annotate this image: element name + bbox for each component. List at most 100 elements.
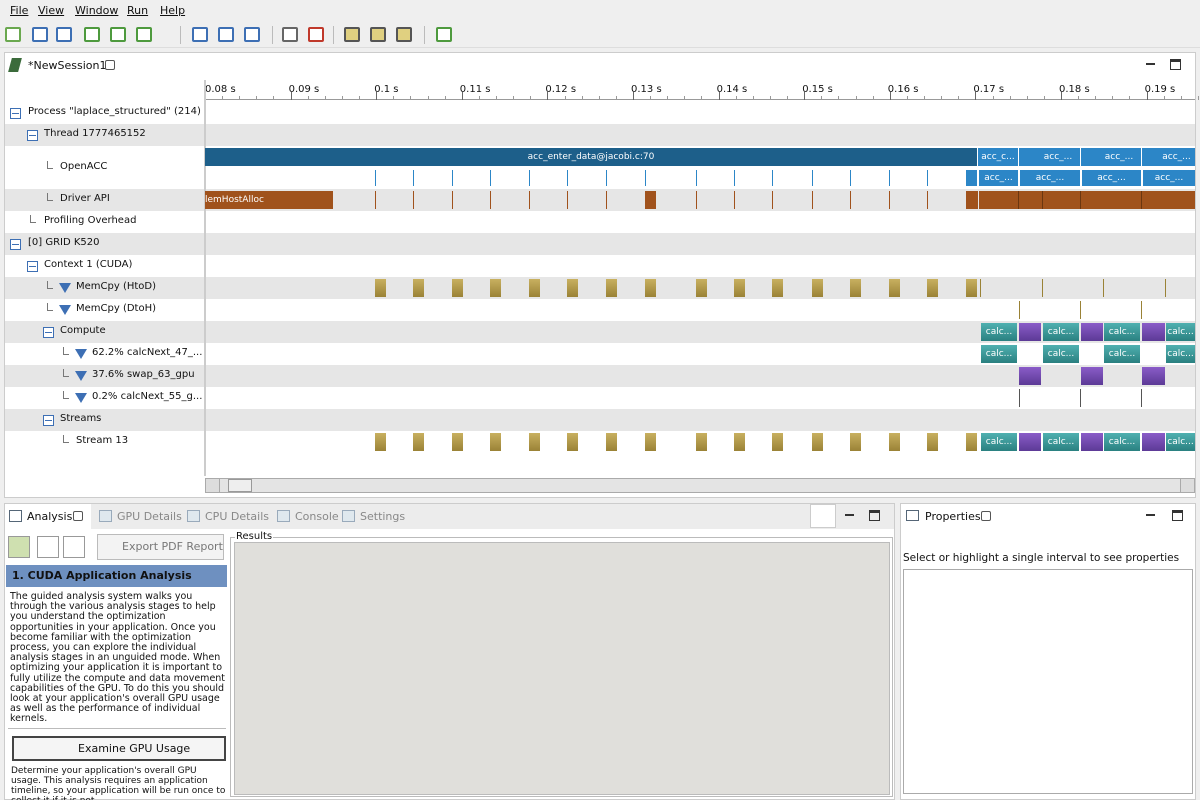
- toolbar-button[interactable]: [110, 27, 126, 42]
- ruler-minor-tick: [530, 96, 532, 100]
- menu-item[interactable]: Run: [127, 4, 149, 17]
- ruler-minor-tick: [393, 96, 395, 100]
- event-tick: [850, 170, 851, 186]
- toolbar-button[interactable]: [218, 27, 234, 42]
- scroll-left[interactable]: [206, 479, 220, 492]
- collapse-minus: [12, 113, 19, 114]
- toolbar-button[interactable]: [56, 27, 72, 42]
- properties-tab[interactable]: Properties: [925, 510, 981, 523]
- event-tick: [529, 191, 530, 209]
- openacc-label: acc_c...: [981, 152, 1015, 162]
- examine-button[interactable]: [12, 736, 226, 761]
- ruler-minor-tick: [1180, 96, 1182, 100]
- tree-label[interactable]: Thread 1777465152: [44, 128, 146, 139]
- maximize-button[interactable]: [1172, 510, 1183, 521]
- export-button[interactable]: [97, 534, 224, 560]
- memcpy-htod: [490, 279, 501, 297]
- memcpy-htod: [606, 279, 617, 297]
- kernel: calc...: [1104, 323, 1140, 341]
- analysis-mode-button[interactable]: [8, 536, 30, 558]
- ruler-minor-tick: [359, 96, 360, 100]
- toolbar-button[interactable]: [344, 27, 360, 42]
- tree-label[interactable]: Compute: [60, 325, 106, 336]
- ruler-minor-tick: [1197, 96, 1199, 100]
- ruler-minor-tick: [478, 96, 480, 100]
- tab-label[interactable]: Settings: [360, 510, 406, 523]
- minimize-button[interactable]: [845, 514, 854, 516]
- timeline-row: [5, 277, 1195, 299]
- tab-close[interactable]: [105, 60, 115, 70]
- scroll-right[interactable]: [1180, 479, 1194, 492]
- ruler-minor-tick: [838, 96, 840, 100]
- tab-label[interactable]: Console: [295, 510, 339, 523]
- tree-label[interactable]: Driver API: [60, 193, 110, 204]
- toolbar-button[interactable]: [370, 27, 386, 42]
- tab-label[interactable]: CPU Details: [205, 510, 269, 523]
- toolbar-button[interactable]: [5, 27, 21, 42]
- scrollbar[interactable]: [205, 478, 1195, 493]
- tree-label[interactable]: Context 1 (CUDA): [44, 259, 133, 270]
- examine-label[interactable]: Examine GPU Usage: [78, 742, 191, 755]
- view-menu[interactable]: [810, 504, 836, 528]
- scroll-thumb[interactable]: [228, 479, 252, 492]
- menu-item[interactable]: File: [10, 4, 29, 17]
- menu-item[interactable]: Window: [75, 4, 119, 17]
- tree-label[interactable]: Process "laplace_structured" (214): [28, 106, 201, 117]
- session-tab[interactable]: [5, 53, 123, 77]
- event-tick: [772, 191, 773, 209]
- properties-table: [903, 569, 1193, 794]
- minimize-button[interactable]: [1146, 514, 1155, 516]
- tree-label[interactable]: Stream 13: [76, 435, 129, 446]
- tree-label[interactable]: MemCpy (DtoH): [76, 303, 157, 314]
- event-tick: [1042, 191, 1043, 209]
- openacc-event: acc_...: [1143, 170, 1195, 186]
- section-title: 1. CUDA Application Analysis: [12, 569, 192, 582]
- tree-label[interactable]: Streams: [60, 413, 102, 424]
- results-area: [234, 542, 890, 795]
- event-tick: [734, 191, 735, 209]
- tab-close[interactable]: [73, 511, 83, 521]
- menu-item[interactable]: View: [38, 4, 65, 17]
- toolbar-button[interactable]: [32, 27, 48, 42]
- tab-label[interactable]: Analysis: [27, 510, 73, 523]
- ruler-label: 0.19 s: [1144, 84, 1176, 95]
- toolbar-button[interactable]: [244, 27, 260, 42]
- analysis-mode-button[interactable]: [63, 536, 85, 558]
- tree-label[interactable]: Profiling Overhead: [44, 215, 137, 226]
- toolbar-button[interactable]: [84, 27, 100, 42]
- kernel: calc...: [1043, 345, 1079, 363]
- tab-close[interactable]: [981, 511, 991, 521]
- toolbar-button[interactable]: [308, 27, 324, 42]
- toolbar-button[interactable]: [282, 27, 298, 42]
- export-label[interactable]: Export PDF Report: [122, 540, 223, 553]
- stream-memcpy: [772, 433, 783, 451]
- menu-item[interactable]: Help: [160, 4, 186, 17]
- collapse-minus: [29, 135, 36, 136]
- tree-label[interactable]: MemCpy (HtoD): [76, 281, 157, 292]
- tab-label[interactable]: GPU Details: [117, 510, 182, 523]
- tree-label[interactable]: [0] GRID K520: [28, 237, 100, 248]
- tree-label[interactable]: 37.6% swap_63_gpu: [92, 369, 195, 380]
- stream-memcpy: [606, 433, 617, 451]
- ruler-minor-tick: [650, 96, 652, 100]
- maximize-button[interactable]: [1170, 59, 1181, 70]
- maximize-button[interactable]: [869, 510, 880, 521]
- minimize-button[interactable]: [1146, 63, 1155, 65]
- session-tab-label[interactable]: *NewSession1: [28, 59, 107, 72]
- openacc-label: acc_...: [1104, 152, 1134, 162]
- ruler-tick: [290, 92, 292, 100]
- analysis-mode-button[interactable]: [37, 536, 59, 558]
- toolbar-button[interactable]: [436, 27, 452, 42]
- event-tick: [529, 170, 530, 186]
- ruler-minor-tick: [855, 96, 857, 100]
- toolbar-button[interactable]: [396, 27, 412, 42]
- timeline-row: [5, 211, 1195, 233]
- toolbar-button[interactable]: [192, 27, 208, 42]
- ruler-label: 0.1 s: [374, 84, 399, 95]
- tree-label[interactable]: 0.2% calcNext_55_g...: [92, 391, 203, 402]
- toolbar-button[interactable]: [136, 27, 152, 42]
- toolbar-separator: [272, 26, 273, 44]
- tree-label[interactable]: 62.2% calcNext_47_...: [92, 347, 203, 358]
- tree-label[interactable]: OpenACC: [60, 160, 108, 172]
- kernel: calc...: [1043, 433, 1079, 451]
